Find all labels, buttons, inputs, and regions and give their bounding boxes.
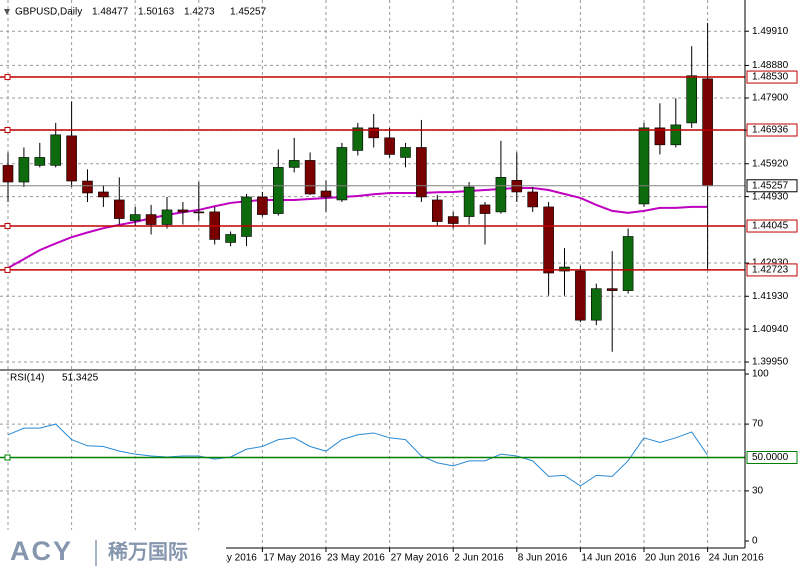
candle-body [304, 160, 316, 195]
candle-body [66, 135, 77, 182]
y-tick-label: 1.49910 [752, 26, 789, 37]
moving-average [7, 186, 708, 269]
level-box [746, 123, 798, 137]
candle-body [654, 127, 666, 146]
y-tick-label: 70 [752, 419, 764, 430]
header-icon [4, 9, 10, 15]
level-handle [4, 266, 11, 273]
rsi-line [7, 423, 709, 487]
last-price-label: 1.45257 [752, 180, 789, 191]
watermark-box [0, 530, 226, 575]
level-handle [4, 74, 11, 81]
level-handle [4, 454, 11, 461]
header-ohlc: 1.4273 [184, 7, 215, 18]
level-label: 50.0000 [752, 452, 789, 463]
x-tick-label: 14 Jun 2016 [581, 553, 636, 564]
x-tick-label: 20 Jun 2016 [645, 553, 700, 564]
header-ohlc: 1.48477 [92, 7, 129, 18]
level-handle [4, 223, 11, 230]
watermark-name: 稀万国际 [108, 539, 188, 563]
candle-body [50, 134, 62, 166]
candle-body [416, 147, 427, 198]
x-tick-label: 27 May 2016 [391, 553, 449, 564]
candle-body [272, 167, 284, 214]
x-tick-label: 2 Jun 2016 [454, 553, 504, 564]
candle-body [98, 191, 109, 198]
candle-body [543, 206, 554, 274]
indicator-title: RSI(14) [10, 373, 44, 384]
indicator-value: 51.3425 [62, 373, 99, 384]
watermark: ACY 稀万国际 [0, 530, 226, 575]
candle-body [606, 288, 618, 291]
x-tick-label: 23 May 2016 [327, 553, 385, 564]
level-label: 1.44045 [752, 221, 789, 232]
candle-body [670, 124, 682, 146]
candle-body [463, 186, 475, 217]
header-ohlc: 1.50163 [138, 7, 175, 18]
candle-body [447, 216, 459, 224]
candle-body [82, 180, 93, 194]
candle-body [145, 214, 157, 225]
candle-body [368, 127, 380, 139]
candle-body [320, 190, 332, 198]
level-box [746, 263, 798, 277]
x-tick-label: 17 May 2016 [263, 553, 321, 564]
candle-body [225, 234, 236, 243]
header-ohlc: 1.45257 [230, 7, 267, 18]
y-tick-label: 100 [752, 369, 769, 380]
candle-body [2, 165, 14, 183]
y-tick-label: 1.39950 [752, 357, 789, 368]
level-handle [4, 127, 11, 134]
y-tick-label: 1.42930 [752, 258, 789, 269]
candle-body [431, 199, 443, 222]
candle-body [638, 127, 650, 205]
candle-body [114, 199, 125, 219]
y-tick-label: 1.41930 [752, 291, 789, 302]
header-symbol: GBPUSD,Daily [15, 7, 82, 18]
candle-body [495, 177, 507, 213]
candle-body [241, 196, 252, 237]
level-label: 1.48530 [752, 72, 789, 83]
candle-body [559, 266, 570, 272]
candle-body [479, 204, 491, 214]
candle-body [257, 196, 268, 215]
x-tick-label: 11 May 2016 [200, 553, 258, 564]
candle-body [18, 157, 30, 183]
x-tick-label: 24 Jun 2016 [709, 553, 764, 564]
watermark-brand: ACY [10, 536, 73, 566]
candle-body [400, 147, 411, 158]
y-tick-label: 1.44930 [752, 191, 789, 202]
candle-body [34, 157, 46, 166]
level-box [746, 451, 798, 464]
level-box [746, 70, 798, 84]
candle-body [193, 211, 205, 214]
candle-body [336, 147, 348, 201]
candle-body [352, 127, 364, 151]
y-tick-label: 1.45920 [752, 158, 789, 169]
level-box [746, 219, 798, 233]
candle-body [288, 160, 300, 168]
last-price-box [746, 179, 798, 193]
y-tick-label: 1.47900 [752, 93, 789, 104]
level-label: 1.46936 [752, 125, 789, 136]
candle-body [177, 209, 189, 213]
y-tick-label: 0 [752, 536, 758, 547]
y-tick-label: 30 [752, 486, 764, 497]
candle-body [527, 191, 539, 208]
x-tick-label: 8 Jun 2016 [518, 553, 568, 564]
level-label: 1.42723 [752, 265, 789, 276]
y-tick-label: 1.40940 [752, 324, 789, 335]
candle-body [622, 236, 634, 291]
candle-body [161, 209, 173, 225]
candle-body [384, 137, 395, 155]
candle-body [686, 75, 698, 124]
candle-body [129, 214, 141, 221]
y-tick-label: 1.48880 [752, 60, 789, 71]
candle-body [702, 78, 713, 187]
candle-body [575, 270, 586, 321]
candle-body [590, 288, 602, 321]
